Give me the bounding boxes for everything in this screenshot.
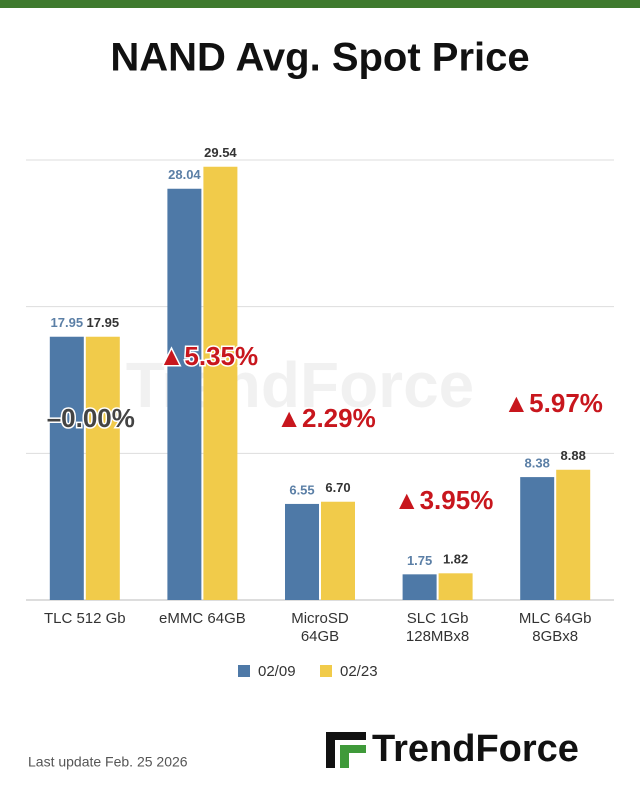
x-tick-label: MicroSD xyxy=(291,610,349,627)
x-tick-label: TLC 512 Gb xyxy=(44,610,126,627)
value-label: 8.38 xyxy=(525,456,550,471)
bar xyxy=(402,574,437,600)
change-annotation: ▲5.97% xyxy=(503,388,602,418)
x-tick-label: 8GBx8 xyxy=(532,628,578,645)
legend-swatch xyxy=(320,665,332,677)
change-annotation: –0.00% xyxy=(47,403,135,433)
x-tick-label: 128MBx8 xyxy=(406,628,469,645)
bar xyxy=(167,188,202,600)
update-note: Last update Feb. 25 2026 xyxy=(28,754,188,770)
x-tick-label: SLC 1Gb xyxy=(407,610,469,627)
bar xyxy=(49,336,84,600)
bar xyxy=(438,573,473,600)
x-tick-label: 64GB xyxy=(301,628,339,645)
legend-label: 02/23 xyxy=(340,663,378,680)
logo-text: TrendForce xyxy=(372,728,579,770)
x-tick-label: eMMC 64GB xyxy=(159,610,246,627)
value-label: 1.75 xyxy=(407,553,432,568)
value-label: 28.04 xyxy=(168,167,201,182)
bar xyxy=(85,336,120,600)
bar xyxy=(321,501,355,600)
logo-icon xyxy=(326,732,366,768)
value-label: 29.54 xyxy=(204,145,237,160)
change-annotation: ▲5.35% xyxy=(159,341,258,371)
top-bar xyxy=(0,0,640,8)
bar xyxy=(203,166,238,600)
x-tick-label: MLC 64Gb xyxy=(519,610,592,627)
bar xyxy=(520,477,555,600)
legend-swatch xyxy=(238,665,250,677)
change-annotation: ▲2.29% xyxy=(276,403,375,433)
value-label: 17.95 xyxy=(87,315,120,330)
value-label: 1.82 xyxy=(443,552,468,567)
bar xyxy=(285,503,319,600)
value-label: 6.55 xyxy=(289,482,314,497)
bar xyxy=(556,469,591,600)
value-label: 6.70 xyxy=(325,480,350,495)
change-annotation: ▲3.95% xyxy=(394,485,493,515)
value-label: 17.95 xyxy=(51,315,84,330)
chart-title: NAND Avg. Spot Price xyxy=(110,36,529,80)
legend-label: 02/09 xyxy=(258,663,296,680)
value-label: 8.88 xyxy=(561,448,586,463)
